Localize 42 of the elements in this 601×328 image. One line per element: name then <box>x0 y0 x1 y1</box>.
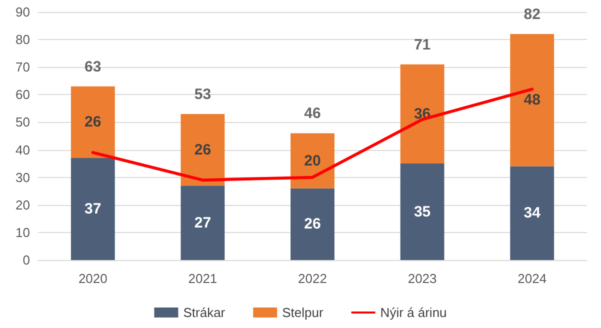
bar <box>400 164 444 260</box>
y-tick-label: 30 <box>16 170 30 185</box>
y-tick-label: 50 <box>16 114 30 130</box>
legend-label: Nýir á árinu <box>380 305 447 320</box>
bar <box>180 186 225 260</box>
x-tick-label: 2020 <box>78 271 108 286</box>
x-tick-label: 2021 <box>188 271 218 286</box>
y-tick-label: 90 <box>16 4 30 20</box>
bar <box>400 64 444 164</box>
total-label: 53 <box>194 86 212 103</box>
y-tick-label: 10 <box>16 224 30 240</box>
x-tick-label: 2022 <box>298 271 327 286</box>
total-label: 82 <box>524 6 540 24</box>
data-label: 20 <box>304 152 321 170</box>
data-label: 34 <box>524 204 542 222</box>
total-label: 71 <box>414 36 431 54</box>
total-label: 63 <box>84 58 102 76</box>
x-tick-label: 2023 <box>408 271 437 286</box>
x-tick-label: 2024 <box>518 271 547 286</box>
bar <box>180 114 225 186</box>
data-label: 26 <box>84 114 102 131</box>
data-label: 27 <box>194 214 212 232</box>
data-label: 37 <box>84 200 102 218</box>
total-label: 46 <box>304 105 321 122</box>
bar <box>290 188 334 260</box>
legend-label: Strákar <box>183 305 226 320</box>
bar <box>70 86 115 158</box>
data-label: 26 <box>194 141 212 158</box>
bar <box>70 158 115 260</box>
bar <box>510 166 554 260</box>
data-label: 48 <box>524 92 540 109</box>
data-label: 26 <box>304 216 321 233</box>
y-tick-label: 70 <box>16 60 30 75</box>
y-tick-label: 60 <box>16 87 30 102</box>
bar <box>510 34 554 166</box>
y-tick-label: 20 <box>16 197 30 212</box>
bar <box>290 133 334 188</box>
y-tick-label: 40 <box>16 142 30 158</box>
legend-label: Stelpur <box>282 305 324 320</box>
y-tick-label: 0 <box>22 252 30 268</box>
data-label: 35 <box>414 203 431 220</box>
y-tick-label: 80 <box>16 32 30 48</box>
